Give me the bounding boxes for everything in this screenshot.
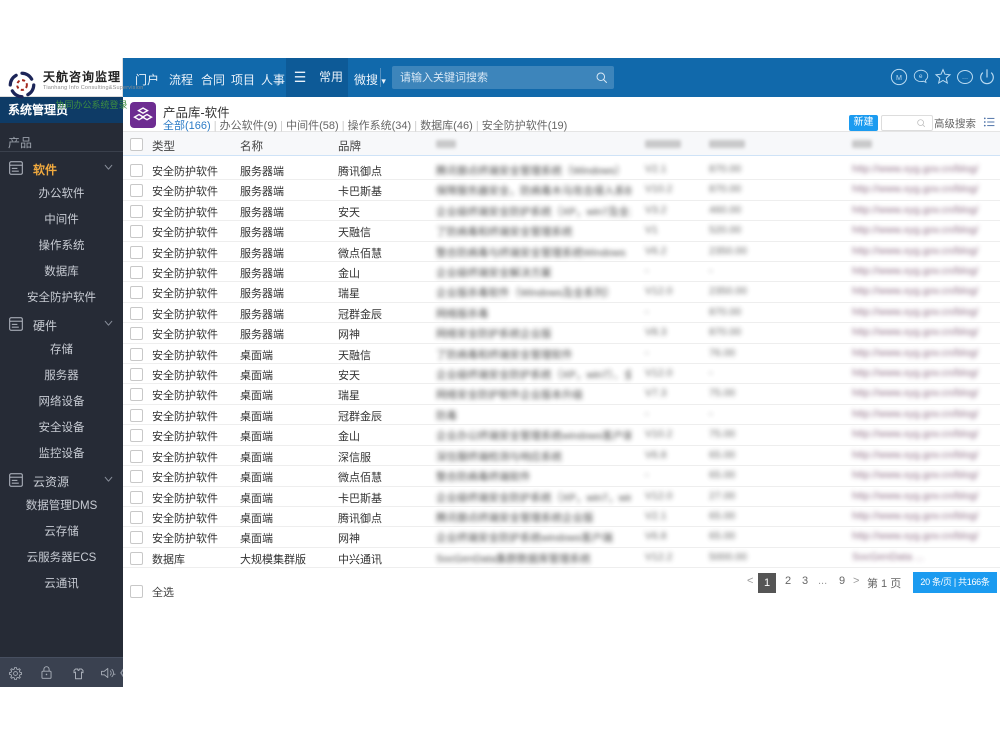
svg-text:M: M [896,73,902,82]
svg-text:…: … [962,74,968,81]
svg-text:e: e [919,73,923,80]
